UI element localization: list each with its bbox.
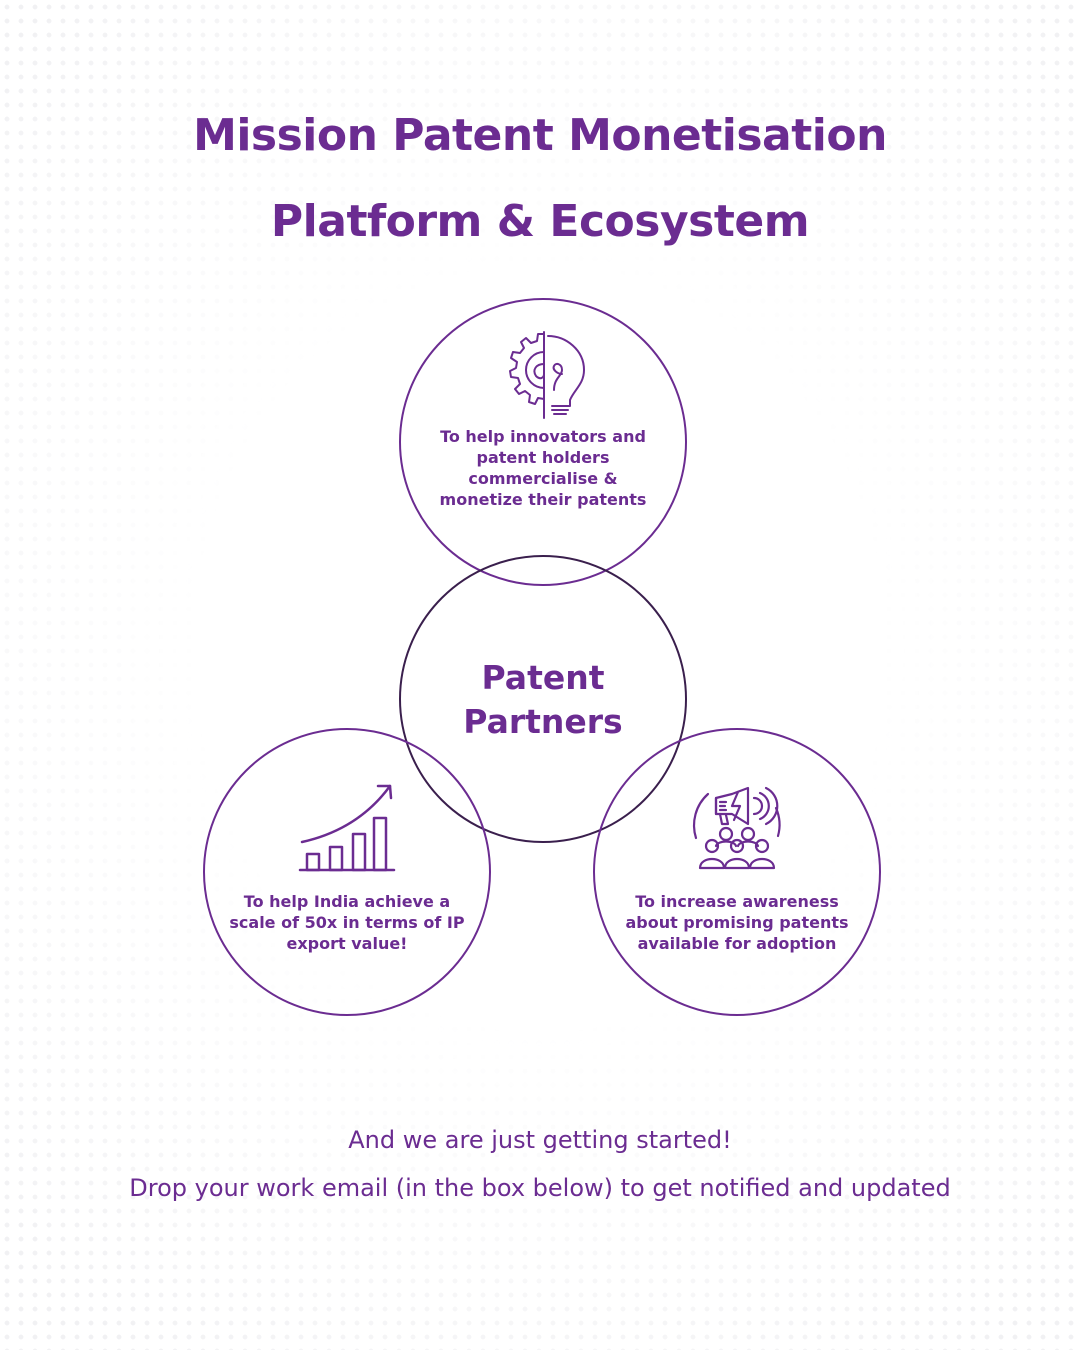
- footer-line1: And we are just getting started!: [0, 1126, 1080, 1154]
- footer-line2: Drop your work email (in the box below) …: [0, 1174, 1080, 1202]
- page-title-line1: Mission Patent Monetisation: [0, 114, 1080, 158]
- page-title-line2: Platform & Ecosystem: [0, 200, 1080, 244]
- circle-right-text: To increase awareness about promising pa…: [612, 891, 862, 954]
- megaphone-audience-icon: [690, 784, 786, 876]
- gear-lightbulb-icon: [500, 330, 588, 420]
- circle-left-text: To help India achieve a scale of 50x in …: [222, 891, 472, 954]
- circle-top-text: To help innovators and patent holders co…: [418, 426, 668, 510]
- growth-chart-icon: [298, 780, 398, 874]
- center-label: Patent Partners: [400, 656, 686, 744]
